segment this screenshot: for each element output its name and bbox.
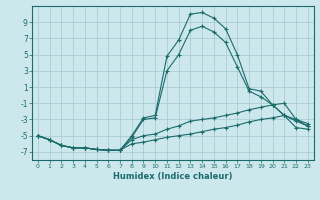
X-axis label: Humidex (Indice chaleur): Humidex (Indice chaleur) [113, 172, 233, 181]
